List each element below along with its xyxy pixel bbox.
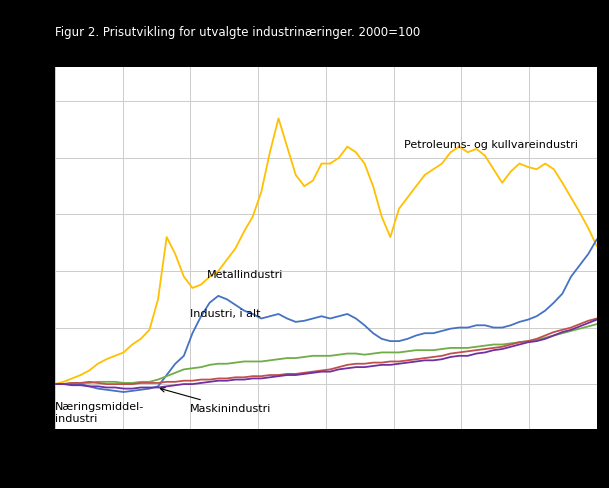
Text: Petroleums- og kullvareindustri: Petroleums- og kullvareindustri <box>404 140 578 149</box>
Text: Industri, i alt: Industri, i alt <box>190 308 261 319</box>
Text: Figur 2. Prisutvikling for utvalgte industrinæringer. 2000=100: Figur 2. Prisutvikling for utvalgte indu… <box>55 26 420 39</box>
Text: Maskinindustri: Maskinindustri <box>160 388 272 413</box>
Text: Næringsmiddel-
industri: Næringsmiddel- industri <box>55 401 144 423</box>
Text: Metallindustri: Metallindustri <box>207 269 284 279</box>
